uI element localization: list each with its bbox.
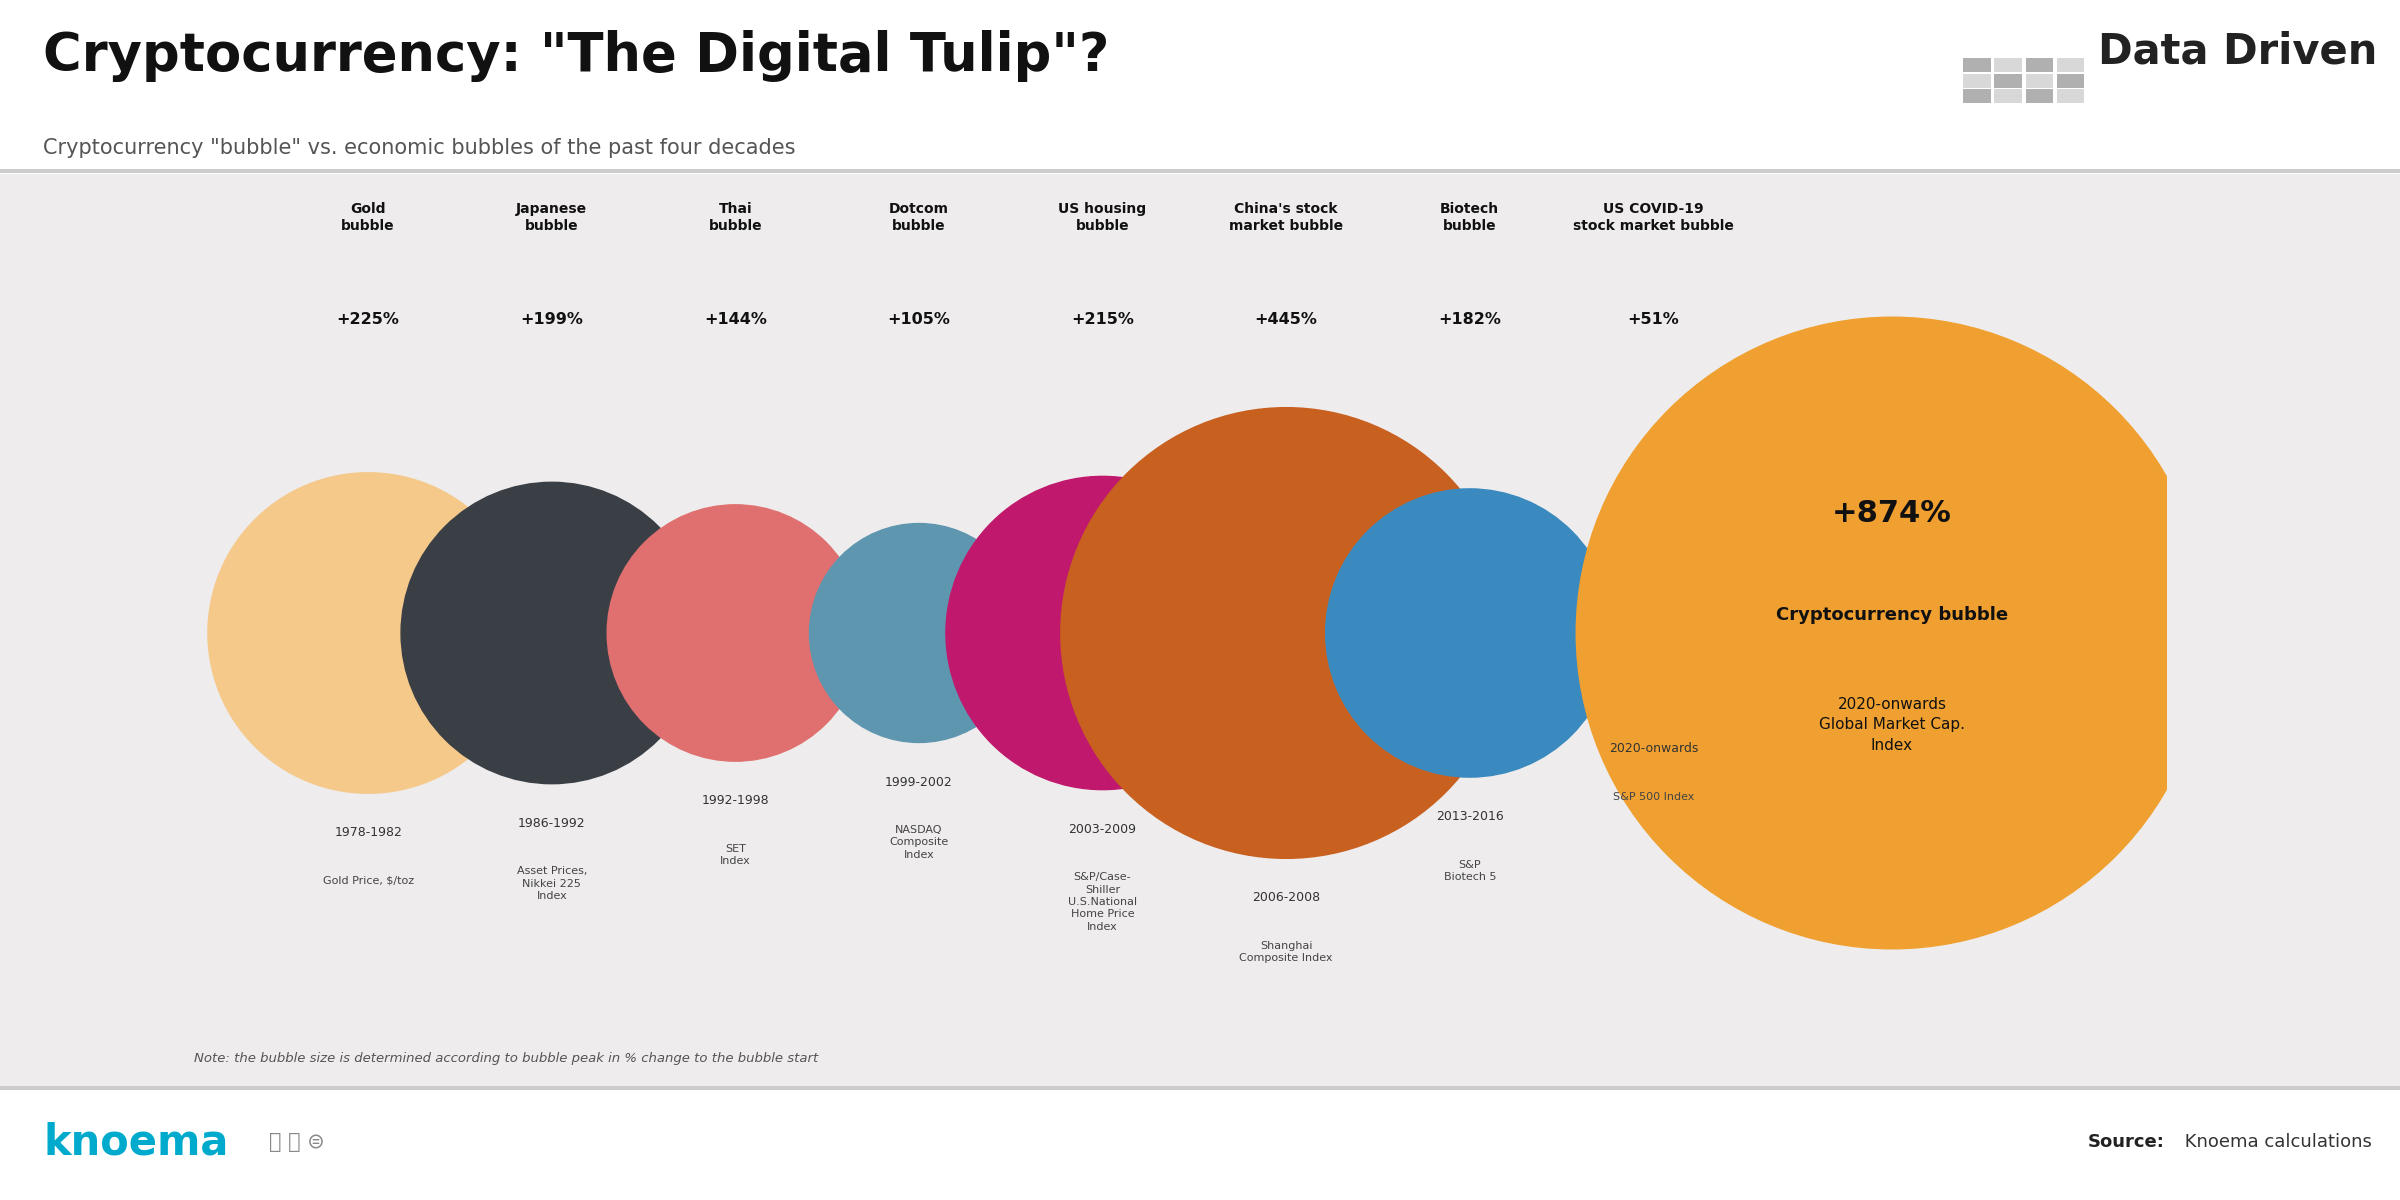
Circle shape: [946, 476, 1260, 790]
Text: +215%: +215%: [1070, 312, 1133, 326]
Text: 1986-1992: 1986-1992: [518, 817, 586, 829]
Text: +182%: +182%: [1438, 312, 1500, 326]
Text: Note: the bubble size is determined according to bubble peak in % change to the : Note: the bubble size is determined acco…: [194, 1052, 818, 1066]
Circle shape: [1061, 408, 1512, 858]
Text: Source:: Source:: [2088, 1133, 2165, 1152]
Text: +874%: +874%: [1831, 499, 1951, 528]
Text: +105%: +105%: [888, 312, 950, 326]
Text: 2020-onwards
Global Market Cap.
Index: 2020-onwards Global Market Cap. Index: [1819, 697, 1966, 752]
Text: Gold
bubble: Gold bubble: [341, 202, 396, 233]
Text: Shanghai
Composite Index: Shanghai Composite Index: [1238, 941, 1332, 964]
Text: S&P 500 Index: S&P 500 Index: [1613, 792, 1694, 802]
Text: Japanese
bubble: Japanese bubble: [516, 202, 588, 233]
Text: Cryptocurrency: "The Digital Tulip"?: Cryptocurrency: "The Digital Tulip"?: [43, 30, 1109, 82]
Text: Knoema calculations: Knoema calculations: [2179, 1133, 2371, 1152]
Text: SET
Index: SET Index: [720, 844, 751, 866]
Text: 2020-onwards: 2020-onwards: [1608, 743, 1699, 755]
Text: +225%: +225%: [336, 312, 398, 326]
Text: 1999-2002: 1999-2002: [886, 775, 953, 788]
Text: China's stock
market bubble: China's stock market bubble: [1229, 202, 1344, 233]
Text: Biotech
bubble: Biotech bubble: [1440, 202, 1500, 233]
Text: Cryptocurrency "bubble" vs. economic bubbles of the past four decades: Cryptocurrency "bubble" vs. economic bub…: [43, 138, 797, 158]
Circle shape: [401, 482, 703, 784]
Text: US COVID-19
stock market bubble: US COVID-19 stock market bubble: [1572, 202, 1733, 233]
Text: +199%: +199%: [521, 312, 583, 326]
Circle shape: [1577, 557, 1730, 709]
Circle shape: [607, 505, 864, 761]
Text: knoema: knoema: [43, 1121, 228, 1164]
Text: +51%: +51%: [1627, 312, 1680, 326]
Text: NASDAQ
Composite
Index: NASDAQ Composite Index: [890, 826, 948, 860]
Text: Gold Price, $/toz: Gold Price, $/toz: [322, 876, 413, 886]
Circle shape: [809, 523, 1030, 743]
Text: Asset Prices,
Nikkei 225
Index: Asset Prices, Nikkei 225 Index: [516, 866, 588, 901]
Text: +445%: +445%: [1255, 312, 1318, 326]
Text: S&P
Biotech 5: S&P Biotech 5: [1442, 859, 1495, 882]
Text: 1992-1998: 1992-1998: [701, 794, 768, 808]
Text: 2013-2016: 2013-2016: [1435, 810, 1505, 823]
Text: S&P/Case-
Shiller
U.S.National
Home Price
Index: S&P/Case- Shiller U.S.National Home Pric…: [1068, 872, 1138, 932]
Text: Cryptocurrency bubble: Cryptocurrency bubble: [1776, 606, 2009, 624]
Circle shape: [1577, 317, 2208, 949]
Text: Data Driven: Data Driven: [2098, 30, 2376, 72]
Text: 2003-2009: 2003-2009: [1068, 823, 1138, 835]
Text: 1978-1982: 1978-1982: [334, 827, 403, 839]
Circle shape: [1325, 488, 1613, 778]
Text: Thai
bubble: Thai bubble: [708, 202, 763, 233]
Text: ⓒ Ⓘ ⊜: ⓒ Ⓘ ⊜: [269, 1133, 324, 1152]
Text: 2006-2008: 2006-2008: [1253, 892, 1320, 905]
Text: +144%: +144%: [703, 312, 766, 326]
Circle shape: [209, 473, 528, 793]
Text: Dotcom
bubble: Dotcom bubble: [888, 202, 948, 233]
Text: US housing
bubble: US housing bubble: [1058, 202, 1147, 233]
